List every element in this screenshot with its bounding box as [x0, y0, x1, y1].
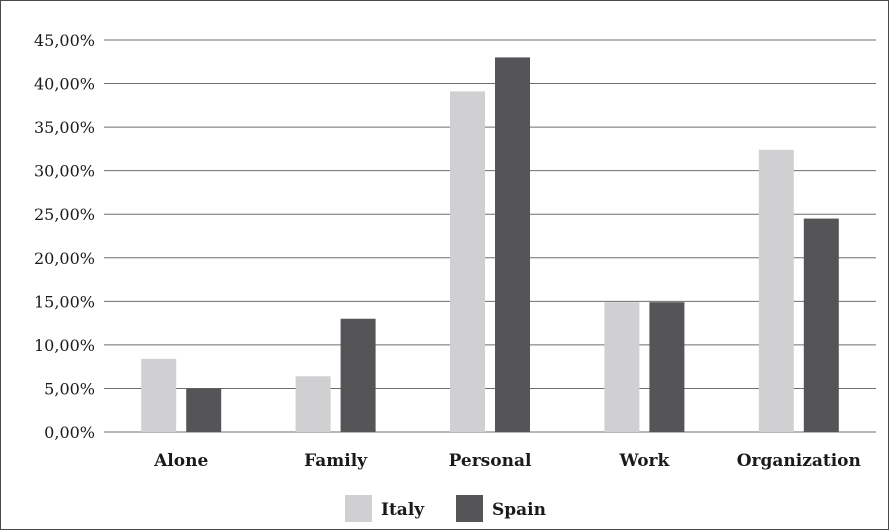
legend-swatch-spain: [456, 495, 483, 522]
bar-italy-personal: [450, 91, 485, 432]
legend-swatch-italy: [345, 495, 372, 522]
x-axis-category-labels: Alone Family Personal Work Organization: [153, 451, 861, 471]
bar-italy-family: [295, 376, 331, 432]
y-tick-label: 0,00%: [44, 423, 95, 442]
legend-label-italy: Italy: [381, 500, 425, 520]
x-category-label: Alone: [153, 451, 208, 471]
bar-spain-organization: [803, 218, 839, 432]
y-tick-label: 45,00%: [34, 31, 95, 50]
y-tick-label: 35,00%: [34, 118, 95, 137]
bar-italy-work: [604, 302, 640, 432]
bar-italy-alone: [141, 358, 177, 432]
bar-spain-alone: [186, 388, 222, 432]
y-tick-label: 40,00%: [34, 75, 95, 94]
legend-label-spain: Spain: [492, 500, 546, 520]
bar-italy-organization: [758, 149, 794, 432]
bar-spain-family: [340, 318, 376, 432]
y-tick-label: 15,00%: [34, 292, 95, 311]
y-tick-label: 20,00%: [34, 249, 95, 268]
bars: [141, 57, 839, 433]
y-tick-label: 10,00%: [34, 336, 95, 355]
x-category-label: Family: [304, 451, 368, 471]
bar-spain-work: [649, 302, 685, 432]
y-tick-label: 25,00%: [34, 205, 95, 224]
gridlines: [104, 39, 876, 433]
x-category-label: Organization: [737, 451, 861, 471]
x-category-label: Work: [619, 451, 671, 471]
x-category-label: Personal: [449, 451, 532, 471]
y-tick-label: 5,00%: [44, 379, 95, 398]
y-tick-label: 30,00%: [34, 162, 95, 181]
y-axis-tick-labels: 0,00% 5,00% 10,00% 15,00% 20,00% 25,00% 30,00%…: [34, 31, 95, 442]
legend: Italy Spain: [345, 495, 546, 522]
bar-spain-personal: [495, 57, 530, 433]
